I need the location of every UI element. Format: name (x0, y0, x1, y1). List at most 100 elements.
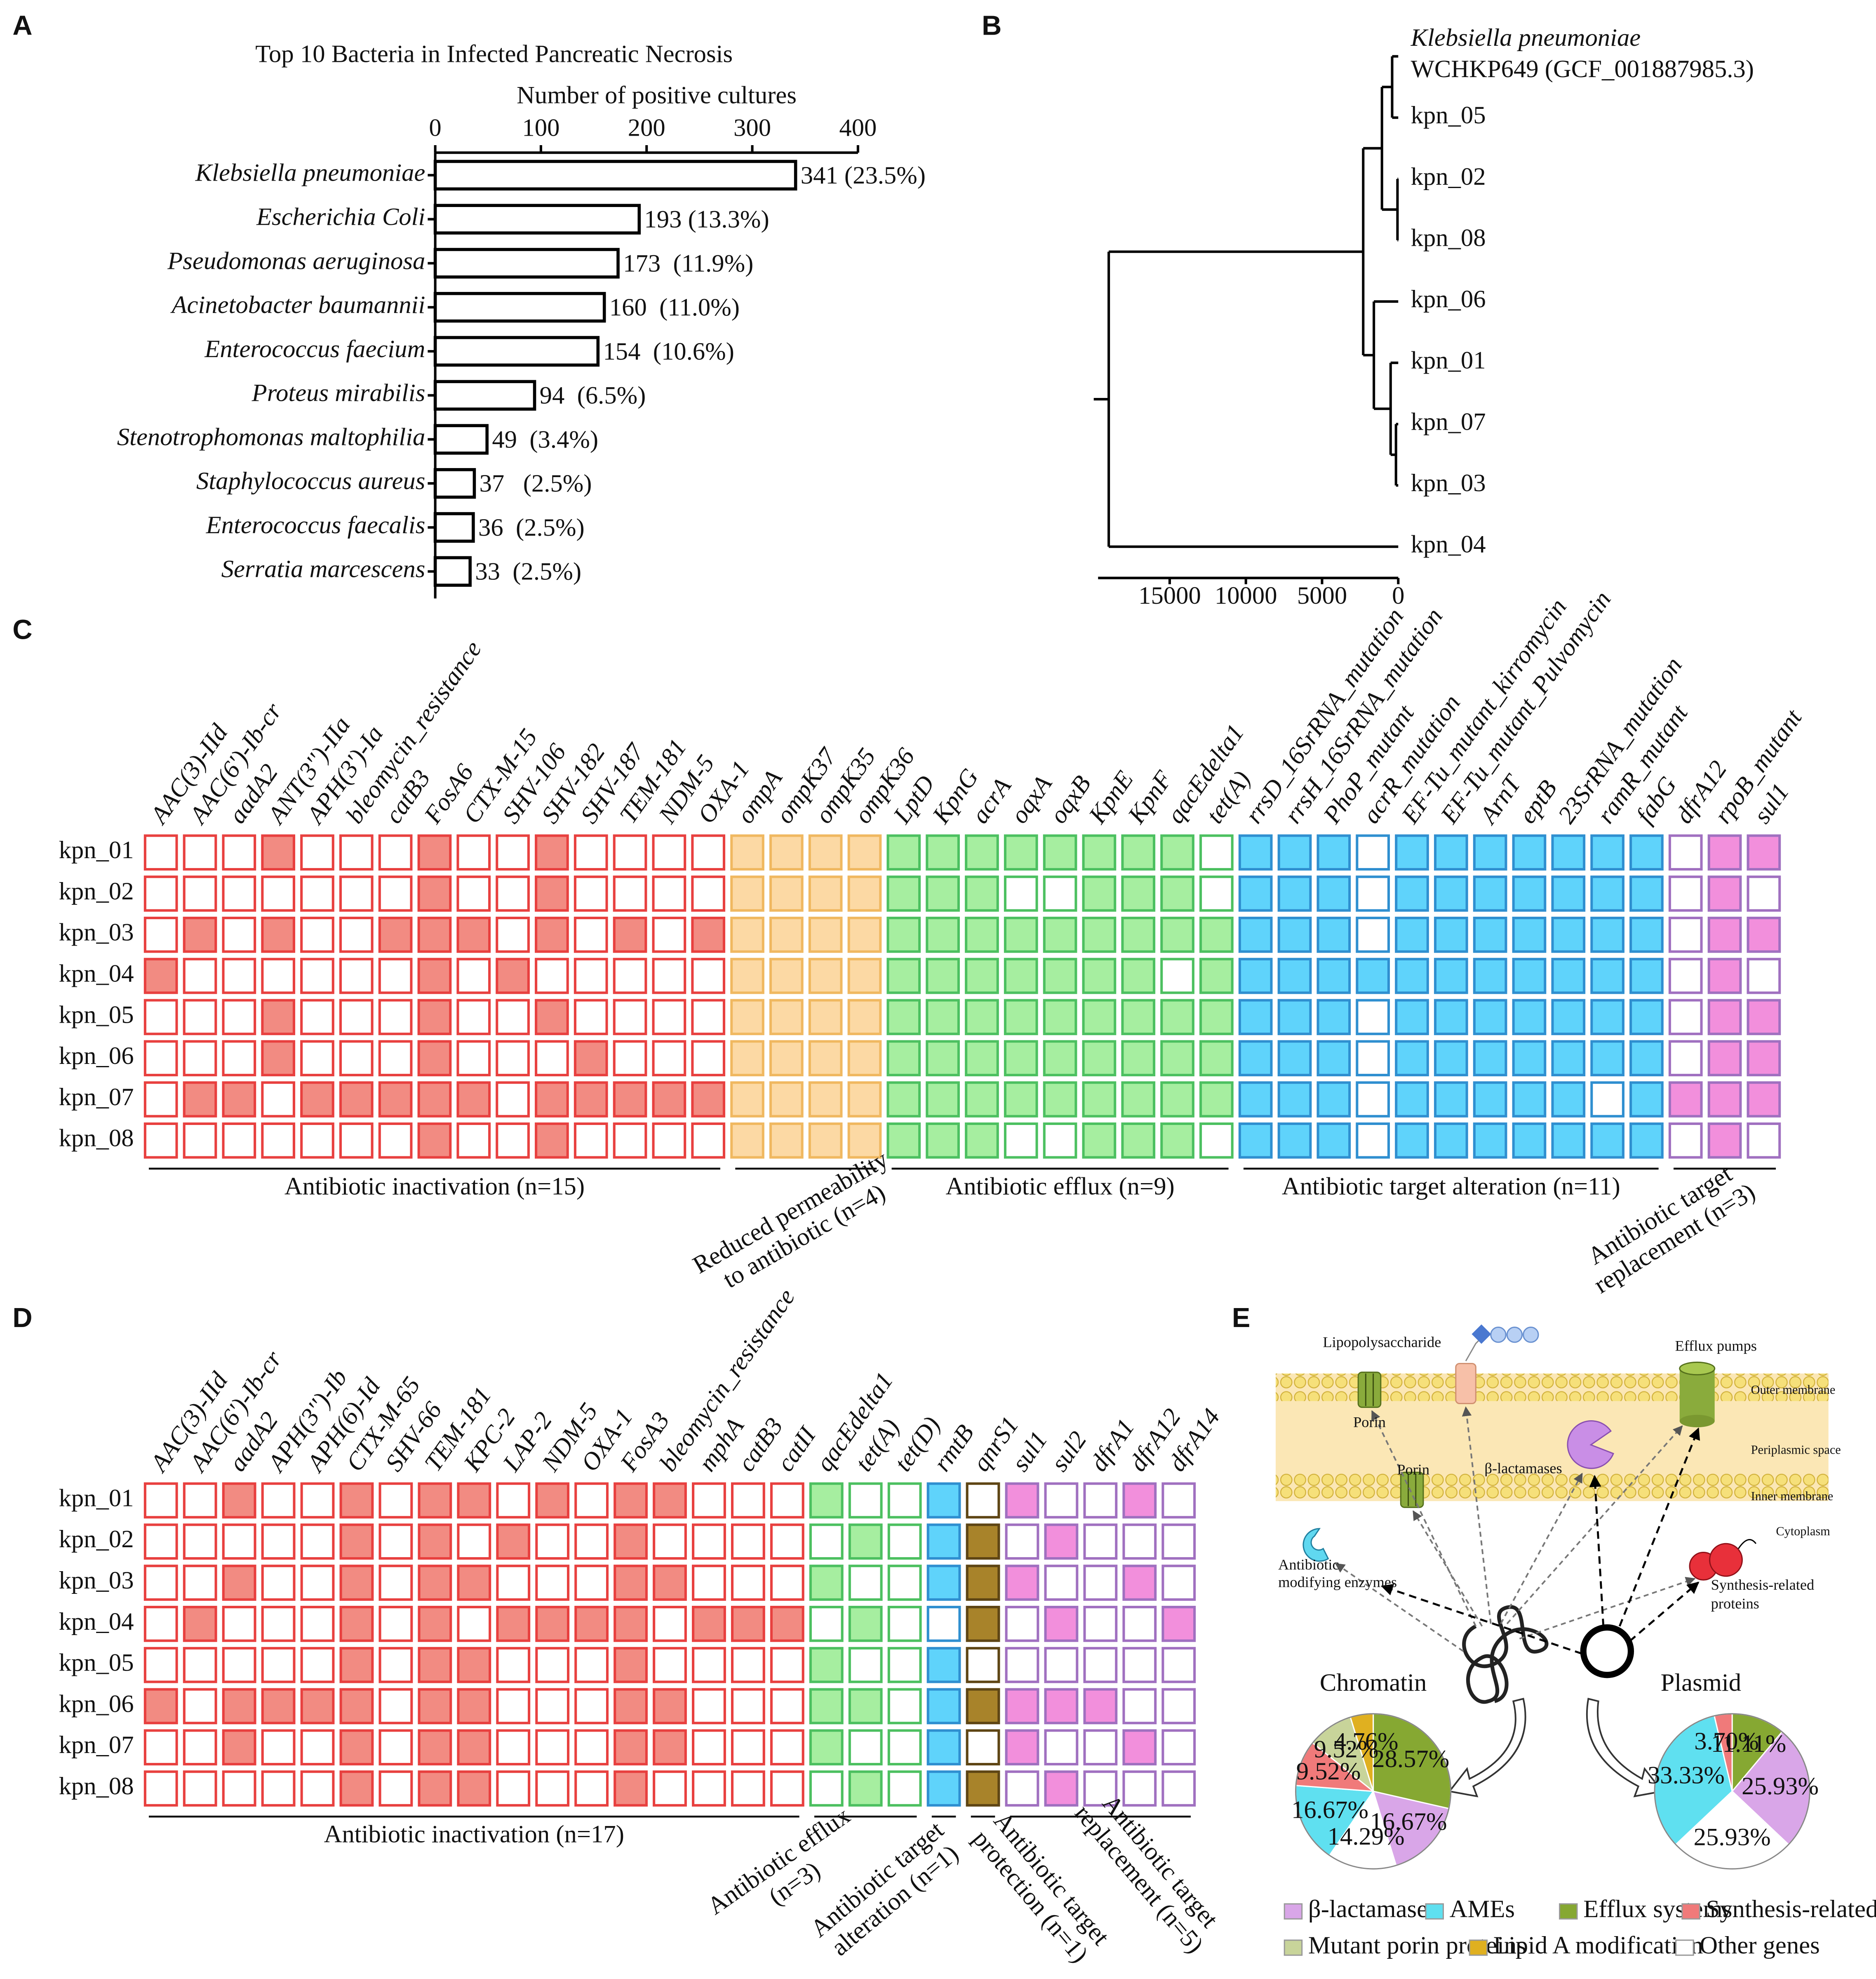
cell (300, 999, 334, 1035)
x-tick-label: 10000 (1215, 582, 1277, 609)
cell (1199, 1122, 1234, 1159)
cell (613, 1122, 647, 1159)
cell (926, 1523, 961, 1560)
cell (652, 958, 686, 994)
cell (769, 1122, 804, 1159)
value-label: 341 (23.5%) (801, 162, 926, 189)
cell (1238, 1081, 1273, 1118)
cell (1434, 999, 1468, 1035)
cell (1707, 916, 1742, 953)
cell (653, 1482, 687, 1519)
cell (143, 1647, 178, 1683)
cell (1043, 999, 1077, 1035)
cell (730, 834, 764, 871)
cell (691, 916, 726, 953)
cell (692, 1523, 726, 1560)
cell (1629, 1040, 1664, 1077)
cell (574, 1081, 608, 1118)
cell (261, 1122, 295, 1159)
cell (574, 916, 608, 953)
cell (1747, 958, 1781, 994)
cell (1005, 1523, 1039, 1560)
cell (261, 1729, 296, 1766)
cell (1434, 1122, 1468, 1159)
cell (535, 1565, 570, 1601)
cell (261, 1565, 296, 1601)
cell (1707, 1081, 1742, 1118)
cell (887, 1729, 922, 1766)
cell (574, 1040, 608, 1077)
cell (1551, 958, 1586, 994)
cell (496, 1122, 530, 1159)
value-label: 160 (11.0%) (609, 294, 740, 321)
cell (1629, 1122, 1664, 1159)
cell (966, 1647, 1000, 1683)
cell (614, 1647, 648, 1683)
cell (1083, 1770, 1118, 1807)
cell (926, 1040, 960, 1077)
cell (339, 1565, 374, 1601)
cell (1747, 1040, 1781, 1077)
cell (222, 1565, 256, 1601)
leaf-label: kpn_07 (1411, 408, 1486, 435)
cell (1473, 1040, 1507, 1077)
cell (926, 1482, 961, 1519)
cell (966, 1688, 1000, 1725)
cell (1043, 875, 1077, 912)
row-label: kpn_05 (59, 1649, 134, 1677)
x-tick-label: 100 (522, 114, 560, 142)
cell (183, 1770, 217, 1807)
cell (1122, 1606, 1157, 1642)
cell (808, 875, 843, 912)
diagram-label: Antibiotic (1278, 1556, 1339, 1573)
category-label: Escherichia Coli (256, 203, 425, 231)
cell (886, 999, 921, 1035)
cell (1082, 834, 1117, 871)
pie-value-label: 11.11% (1711, 1730, 1787, 1758)
cell (847, 875, 882, 912)
cell (496, 999, 530, 1035)
cell (965, 834, 999, 871)
cell (809, 1770, 844, 1807)
cell (1629, 875, 1664, 912)
cell (143, 1688, 178, 1725)
diagram-label: Lipopolysaccharide (1323, 1334, 1441, 1350)
cell (1083, 1565, 1118, 1601)
cell (378, 1523, 413, 1560)
cell (1747, 875, 1781, 912)
cell (300, 1770, 335, 1807)
cell (339, 1523, 374, 1560)
cell (1082, 1122, 1117, 1159)
cell (769, 958, 804, 994)
cell (1238, 958, 1273, 994)
cell (457, 1606, 491, 1642)
cell (300, 958, 334, 994)
cell (848, 1523, 883, 1560)
cell (1161, 1770, 1196, 1807)
cell (417, 916, 452, 953)
cell (417, 1081, 452, 1118)
cell (183, 1647, 217, 1683)
cell (926, 1122, 960, 1159)
cell (496, 1040, 530, 1077)
plasmid-icon (1580, 1624, 1634, 1678)
cell (1473, 834, 1507, 871)
cell (1395, 958, 1429, 994)
cell (613, 916, 647, 953)
cell (300, 875, 334, 912)
cell (456, 999, 491, 1035)
cell (1747, 916, 1781, 953)
row-label: kpn_04 (59, 960, 134, 988)
cell (535, 1606, 570, 1642)
cell (222, 1729, 256, 1766)
cell (965, 916, 999, 953)
cell (222, 834, 256, 871)
cell (886, 875, 921, 912)
cell (731, 1729, 765, 1766)
cell (1590, 1040, 1624, 1077)
cell (574, 1770, 609, 1807)
cell (222, 999, 256, 1035)
cell (847, 1122, 882, 1159)
cell (1590, 916, 1624, 953)
cell (808, 1040, 843, 1077)
